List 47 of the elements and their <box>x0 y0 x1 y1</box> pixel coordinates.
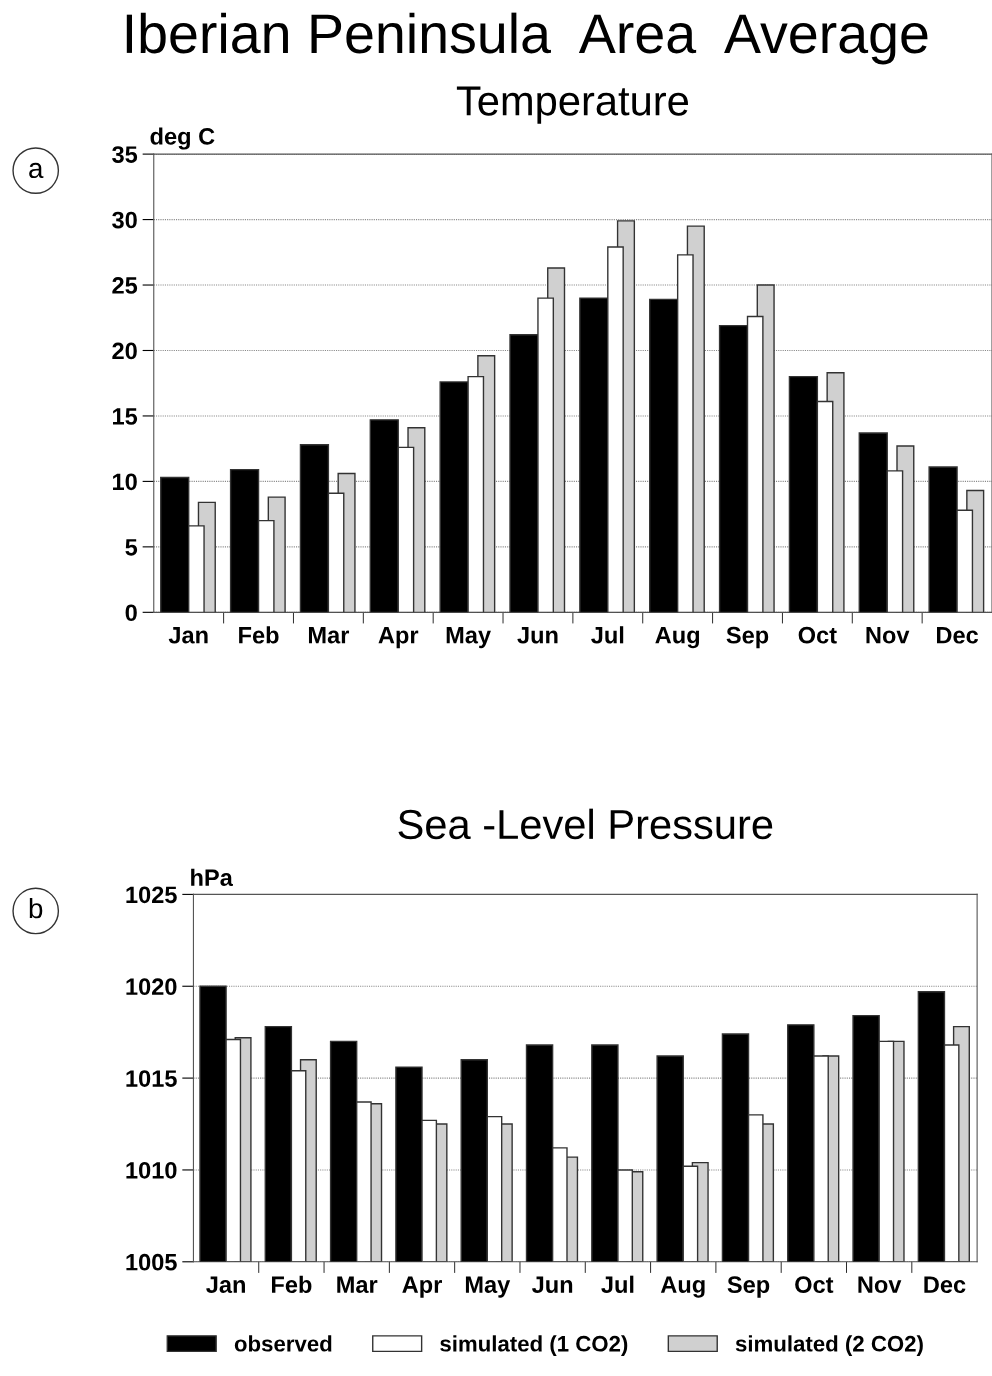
y-tick-label: 35 <box>112 146 138 163</box>
x-tick-label: Jan <box>168 627 208 644</box>
chart-subtitle: Temperature <box>456 86 688 124</box>
y-axis-title: deg C <box>150 127 215 150</box>
x-tick-label: Jan <box>206 1276 245 1294</box>
x-tick-label: Dec <box>937 627 979 644</box>
x-tick-label: Oct <box>798 626 837 644</box>
x-tick-label: Nov <box>866 627 910 644</box>
text: b <box>29 897 43 919</box>
y-tick-label: 10 <box>113 473 137 491</box>
legend-label: simulated (1 CO2) <box>440 1335 628 1356</box>
x-tick-label: Jul <box>591 626 624 644</box>
text: a <box>29 162 44 179</box>
chart-title: Sea -Level Pressure <box>398 808 773 840</box>
x-tick-label: Mar <box>308 627 350 644</box>
y-tick-label: 1025 <box>126 886 177 904</box>
x-tick-label: Feb <box>271 1275 312 1294</box>
x-tick-label: Apr <box>402 1276 442 1298</box>
x-tick-label: Jul <box>601 1275 634 1294</box>
y-tick-label: 30 <box>112 211 137 229</box>
y-tick-label: 1010 <box>126 1162 177 1179</box>
y-tick-label: 1020 <box>126 978 177 996</box>
y-tick-label: 20 <box>112 342 137 360</box>
y-tick-label: 15 <box>113 408 138 425</box>
y-tick-label: 1015 <box>126 1070 177 1087</box>
x-tick-label: Feb <box>239 626 279 644</box>
x-tick-label: Sep <box>726 626 769 649</box>
y-tick-label: 25 <box>112 277 138 294</box>
y-tick-label: 1005 <box>126 1253 177 1271</box>
x-tick-label: Aug <box>660 1276 705 1298</box>
x-tick-label: Sep <box>727 1276 770 1298</box>
x-tick-label: Mar <box>337 1276 378 1294</box>
x-tick-label: Aug <box>655 626 700 649</box>
x-tick-label: Jun <box>532 1276 573 1294</box>
x-tick-label: Oct <box>795 1276 834 1294</box>
y-tick-label: 0 <box>125 604 137 622</box>
x-tick-label: Dec <box>924 1276 966 1294</box>
legend-label: simulated (2 CO2) <box>735 1335 923 1356</box>
x-tick-label: Jun <box>517 627 558 644</box>
x-tick-label: May <box>446 627 491 649</box>
legend-label: observed <box>234 1335 332 1352</box>
x-tick-label: Apr <box>378 627 419 649</box>
chart-title: Iberian Peninsula Area Average <box>126 12 928 65</box>
y-axis-title: hPa <box>191 868 233 887</box>
x-tick-label: Nov <box>858 1276 902 1294</box>
x-tick-label: May <box>465 1276 511 1298</box>
y-tick-label: 5 <box>125 539 138 556</box>
